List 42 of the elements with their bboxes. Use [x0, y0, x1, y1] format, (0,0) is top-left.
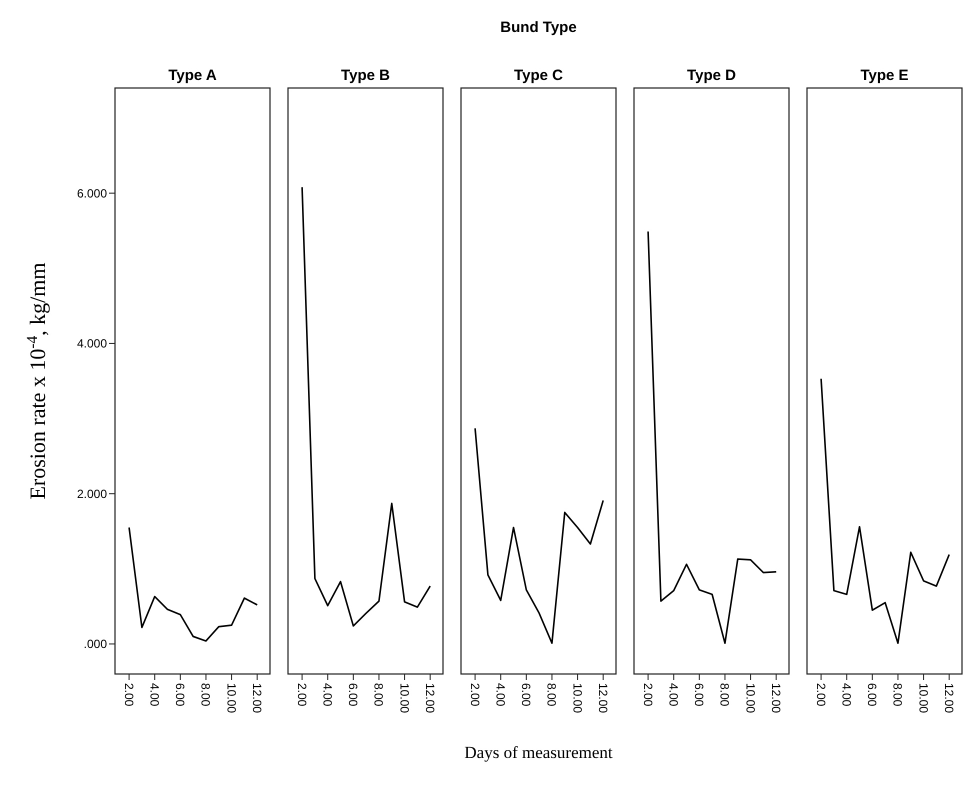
chart-title: Type C	[514, 67, 564, 84]
x-tick-label: 8.00	[198, 683, 213, 707]
chart-title: Type B	[341, 67, 390, 84]
line-series	[128, 526, 258, 642]
x-tick-label: 8.00	[718, 683, 732, 707]
x-tick-label: 10.00	[743, 683, 758, 714]
x-tick-label: 12.00	[596, 683, 610, 714]
y-tick-label: 4.000	[76, 336, 108, 351]
x-tick-label: 6.00	[173, 683, 188, 707]
x-tick-label: 4.00	[320, 683, 335, 707]
x-tick-label: 8.00	[372, 683, 386, 707]
x-tick-label: 2.00	[640, 683, 655, 707]
x-tick-label: 4.00	[494, 683, 508, 707]
x-tick-label: 4.00	[840, 683, 854, 707]
x-tick-label: 4.00	[148, 683, 162, 707]
x-tick-label: 2.00	[468, 683, 482, 707]
x-tick-label: 8.00	[890, 683, 905, 707]
x-axis-title: Days of measurement	[464, 743, 613, 762]
x-tick-label: 4.00	[666, 683, 681, 707]
chart-title: Type E	[860, 67, 909, 84]
x-tick-label: 8.00	[544, 683, 559, 707]
x-tick-label: 2.00	[814, 683, 828, 707]
x-tick-label: 6.00	[692, 683, 706, 707]
x-tick-label: 6.00	[346, 683, 360, 707]
y-tick-label: 6.000	[76, 186, 108, 200]
x-tick-label: 10.00	[916, 683, 930, 714]
x-tick-label: 6.00	[519, 683, 534, 707]
x-tick-label: 2.00	[294, 683, 309, 707]
y-tick-label: .000	[84, 637, 108, 652]
x-tick-label: 12.00	[422, 683, 437, 714]
x-tick-label: 10.00	[570, 683, 584, 714]
x-tick-label: 12.00	[768, 683, 783, 714]
x-tick-label: 12.00	[942, 683, 956, 714]
y-tick-label: 2.000	[76, 486, 108, 501]
x-tick-label: 6.00	[865, 683, 880, 707]
x-tick-label: 10.00	[397, 683, 412, 714]
x-tick-label: 10.00	[224, 683, 238, 714]
text: Bund Type	[500, 19, 577, 36]
x-tick-label: 12.00	[250, 683, 264, 714]
x-tick-label: 2.00	[122, 683, 136, 707]
chart-title: Type D	[687, 67, 736, 84]
chart-title: Type A	[168, 67, 217, 84]
